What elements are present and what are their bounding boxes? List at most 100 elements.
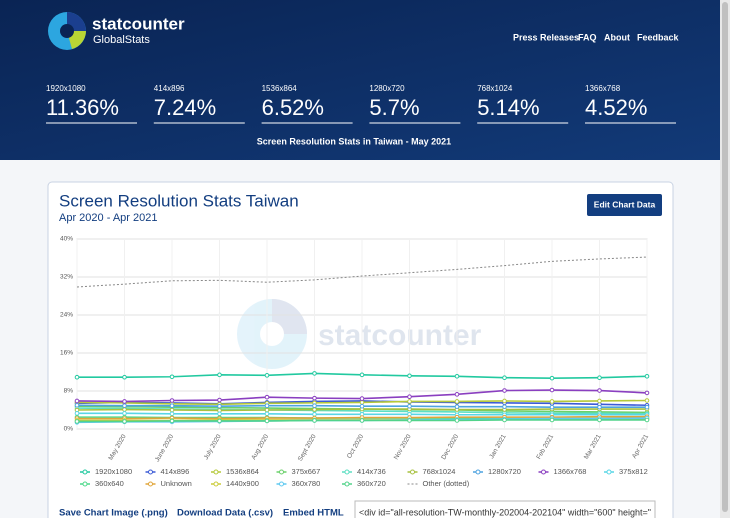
nav-link[interactable]: Feedback [637,32,680,42]
legend-label[interactable]: 1920x1080 [95,467,132,476]
series-point[interactable] [74,402,80,408]
series-point[interactable] [597,375,602,381]
legend-label[interactable]: 360x640 [95,479,124,488]
legend-label[interactable]: 1280x720 [488,467,521,476]
series-point[interactable] [169,403,175,409]
legend-marker[interactable] [606,469,612,475]
series-point[interactable] [359,400,365,405]
legend-marker[interactable] [475,469,481,475]
logo-text[interactable]: statcounter [92,14,185,33]
series-point[interactable] [359,418,365,423]
series-point[interactable] [217,411,222,417]
edit-button[interactable] [587,194,662,216]
legend-marker[interactable] [279,469,284,475]
series-point[interactable] [454,399,460,404]
series-point[interactable] [549,387,555,393]
series-point[interactable] [74,398,80,404]
legend-label[interactable]: Unknown [161,479,192,488]
series-point[interactable] [122,374,127,380]
series-point[interactable] [217,418,222,424]
series-point[interactable] [549,417,555,423]
series-point[interactable] [407,394,412,400]
legend-marker[interactable] [344,481,350,487]
card-link[interactable]: Download Data (.csv) [177,508,273,519]
series-point[interactable] [359,372,365,378]
series-point[interactable] [122,419,127,424]
series-point[interactable] [454,404,460,409]
series-point[interactable] [169,418,175,424]
series-point[interactable] [122,407,127,412]
series-point[interactable] [407,399,412,404]
nav-link[interactable]: About [604,32,630,42]
legend-marker[interactable] [213,469,219,475]
legend-label[interactable]: 360x720 [357,479,386,488]
series-point[interactable] [644,398,650,403]
series-point[interactable] [217,397,222,403]
series-point[interactable] [597,398,602,404]
legend-marker[interactable] [344,469,350,475]
legend-marker[interactable] [410,469,415,475]
series-point[interactable] [597,388,602,393]
series-point[interactable] [122,411,127,416]
series-point[interactable] [549,375,555,381]
series-point[interactable] [169,374,175,380]
legend-label[interactable]: 1440x900 [226,479,259,488]
series-point[interactable] [502,388,507,393]
legend-label[interactable]: 375x667 [292,467,321,476]
series-point[interactable] [549,399,555,404]
card-link[interactable]: Embed HTML [283,508,344,519]
legend-marker[interactable] [148,481,153,487]
legend-label[interactable]: 375x812 [619,467,648,476]
series-point[interactable] [644,373,650,379]
series-point[interactable] [407,373,412,379]
series-point[interactable] [169,411,175,417]
legend-label[interactable]: 414x736 [357,467,386,476]
series-point[interactable] [264,407,270,413]
series-point[interactable] [644,390,650,396]
series-point[interactable] [549,404,555,410]
series-point[interactable] [217,403,222,409]
legend-marker[interactable] [82,469,88,475]
series-point[interactable] [454,373,460,379]
series-point[interactable] [502,404,507,409]
series-point[interactable] [502,375,507,381]
series-point[interactable] [312,371,317,376]
series-point[interactable] [217,372,222,378]
series-point[interactable] [122,399,127,404]
scroll-thumb[interactable] [722,2,728,512]
legend-marker[interactable] [148,469,153,475]
series-point[interactable] [597,417,602,423]
series-point[interactable] [454,418,460,423]
series-point[interactable] [169,407,175,413]
series-point[interactable] [312,395,317,401]
series-point[interactable] [312,411,317,417]
series-point[interactable] [359,396,365,401]
legend-label[interactable]: 360x780 [292,479,321,488]
legend-label[interactable]: 768x1024 [423,467,456,476]
nav-link[interactable]: FAQ [578,32,597,42]
series-point[interactable] [454,392,460,397]
series-point[interactable] [407,418,412,423]
legend-label[interactable]: 1366x768 [554,467,587,476]
legend-marker[interactable] [213,481,219,487]
series-point[interactable] [312,403,317,409]
series-point[interactable] [502,417,507,423]
series-point[interactable] [407,403,412,409]
series-point[interactable] [264,418,270,424]
series-point[interactable] [122,403,127,409]
series-point[interactable] [264,411,270,417]
legend-marker[interactable] [279,481,284,487]
series-point[interactable] [74,374,80,380]
series-point[interactable] [169,398,175,403]
series-point[interactable] [312,407,317,412]
series-point[interactable] [597,404,602,410]
series-point[interactable] [644,404,650,410]
nav-link[interactable]: Press Releases [513,32,579,42]
series-point[interactable] [264,403,270,409]
series-point[interactable] [312,418,317,423]
legend-marker[interactable] [541,469,546,475]
series-point[interactable] [502,398,507,404]
legend-label[interactable]: 414x896 [161,467,190,476]
legend-label[interactable]: 1536x864 [226,467,259,476]
legend-label[interactable]: Other (dotted) [423,479,470,488]
